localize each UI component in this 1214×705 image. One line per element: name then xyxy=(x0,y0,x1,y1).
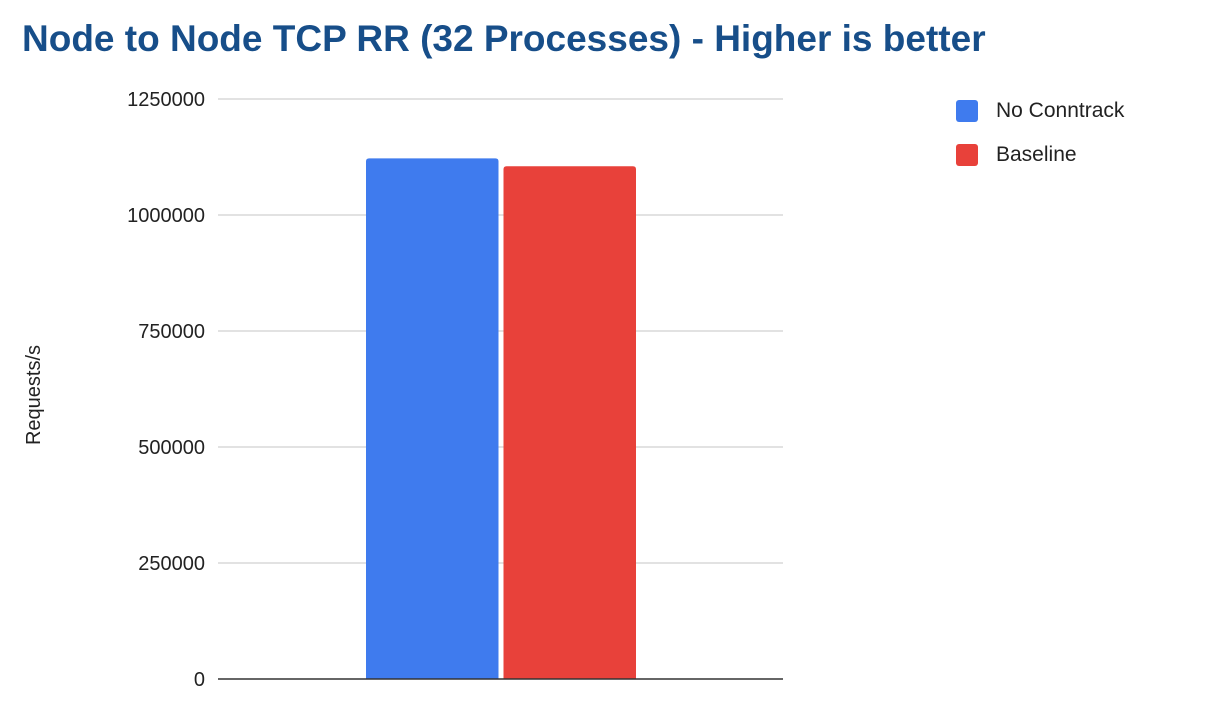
y-axis-label: Requests/s xyxy=(23,345,45,445)
legend: No Conntrack Baseline xyxy=(956,97,1124,185)
y-tick-label: 500000 xyxy=(138,437,205,459)
legend-label: No Conntrack xyxy=(996,99,1125,122)
legend-label: Baseline xyxy=(996,143,1077,166)
legend-swatch xyxy=(956,100,978,122)
y-tick-label: 250000 xyxy=(138,553,205,575)
legend-swatch xyxy=(956,144,978,166)
legend-item: Baseline xyxy=(956,141,1124,169)
y-tick-label: 1000000 xyxy=(127,205,205,227)
bar-baseline xyxy=(503,166,636,679)
bar-no-conntrack xyxy=(366,158,499,680)
y-tick-label: 1250000 xyxy=(127,89,205,111)
chart-title: Node to Node TCP RR (32 Processes) - Hig… xyxy=(22,18,986,59)
y-tick-label: 0 xyxy=(194,669,205,691)
legend-item: No Conntrack xyxy=(956,97,1124,125)
y-tick-label: 750000 xyxy=(138,321,205,343)
